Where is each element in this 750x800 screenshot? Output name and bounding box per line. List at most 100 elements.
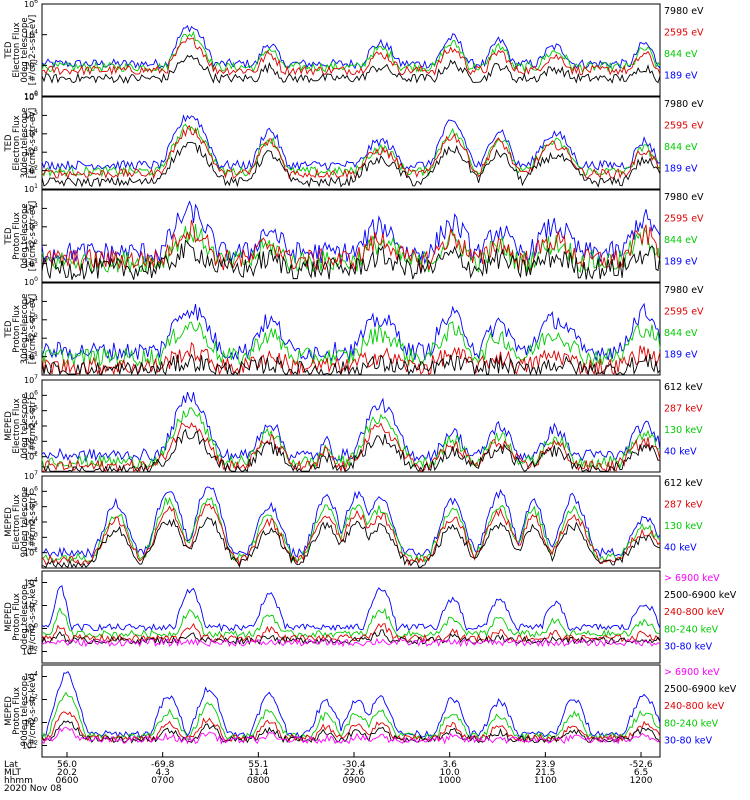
- y-tick-label: 103: [24, 435, 38, 446]
- x-tick-label: 21.5: [535, 768, 555, 778]
- x-tick-label: 4.3: [156, 768, 170, 778]
- y-tick-label: 106: [24, 0, 38, 9]
- y-tick-label: 104: [24, 128, 38, 139]
- y-axis-label: MEPEDProton Flux90deg telescope[#/cm2-s-…: [4, 674, 38, 749]
- legend-entry: 7980 eV: [664, 285, 704, 296]
- y-tick-label: 102: [24, 451, 38, 462]
- series-black-line: [41, 239, 661, 280]
- panel-5: 102 103 104 105 106 107 MEPEDElectron Flux0deg…: [4, 374, 703, 473]
- y-tick-label: 102: [24, 239, 38, 250]
- y-tick-label: 100: [24, 623, 38, 634]
- x-tick-label: 1100: [534, 776, 557, 786]
- panel-frame: [41, 3, 661, 97]
- y-tick-label: 10-2: [22, 646, 38, 657]
- series-green-line: [41, 321, 661, 368]
- legend-entry: 844 eV: [664, 328, 698, 339]
- y-tick-label: 102: [24, 600, 38, 611]
- x-tick-label: 0700: [151, 776, 174, 786]
- series-red-line: [41, 219, 661, 272]
- legend-entry: 30-80 keV: [664, 735, 713, 746]
- panel-frame: [41, 189, 661, 283]
- y-axis-label: TEDProton Flux0deg telescope[#/cm2-s-str…: [4, 201, 38, 271]
- legend-entry: 2595 eV: [664, 28, 704, 39]
- legend-entry: 40 keV: [664, 447, 697, 458]
- legend-entry: 287 keV: [664, 500, 703, 511]
- x-tick-label: 1200: [630, 776, 653, 786]
- series-blue-line: [41, 486, 661, 559]
- y-axis-label: MEPEDProton Flux0deg telescope[#/cm2-s-s…: [4, 580, 38, 655]
- y-tick-label: 106: [24, 91, 38, 102]
- x-tick-label: 23.9: [535, 760, 555, 770]
- panel-2: 101 102 103 104 105 106 TEDElectron Flux30deg …: [4, 91, 704, 194]
- x-tick-label: 0900: [343, 776, 366, 786]
- legend-entry: 240-800 keV: [664, 607, 725, 618]
- y-axis-label: MEPEDElectron Flux0deg telescope[#/cm2-s…: [4, 393, 38, 458]
- y-tick-label: 105: [24, 405, 38, 416]
- x-tick-label: 1000: [438, 776, 461, 786]
- series-black-line: [41, 428, 661, 473]
- legend-entry: 2595 eV: [664, 121, 704, 132]
- panel-frame: [41, 664, 661, 758]
- series-black-line: [41, 516, 661, 569]
- series-blue-line: [41, 671, 661, 740]
- legend-entry: 844 eV: [664, 235, 698, 246]
- y-axis-label: TEDElectron Flux30deg telescope[#/cm2-s-…: [4, 108, 38, 179]
- y-tick-label: 100: [24, 717, 38, 728]
- y-tick-label: 103: [24, 221, 38, 232]
- x-tick-label: 0800: [247, 776, 270, 786]
- series-red-line: [41, 37, 661, 76]
- legend-entry: 240-800 keV: [664, 701, 725, 712]
- x-row-label: hhmm: [4, 776, 33, 786]
- x-tick-label: 22.6: [344, 768, 364, 778]
- y-axis-label: MEPEDElectron Flux90deg telescope[#/cm2-…: [4, 487, 38, 558]
- x-row-label: Lat: [4, 760, 19, 770]
- legend-entry: 130 keV: [664, 521, 703, 532]
- legend-entry: 7980 eV: [664, 99, 704, 110]
- y-tick-label: 100: [24, 90, 38, 101]
- panel-frame: [41, 282, 661, 376]
- legend-entry: 80-240 keV: [664, 624, 719, 635]
- y-tick-label: 103: [24, 146, 38, 157]
- series-green-line: [41, 691, 661, 741]
- legend-entry: 2595 eV: [664, 214, 704, 225]
- legend-entry: 80-240 keV: [664, 718, 719, 729]
- y-tick-label: 105: [24, 109, 38, 120]
- legend-entry: 189 eV: [664, 257, 698, 268]
- x-tick-label: -30.4: [342, 760, 366, 770]
- series-black-line: [41, 353, 661, 376]
- date-label: 2020 Nov 08: [4, 784, 62, 794]
- series-red-line: [41, 503, 661, 567]
- series-blue-line: [41, 200, 661, 266]
- legend-entry: 130 keV: [664, 425, 703, 436]
- series-black-line: [41, 629, 661, 646]
- y-tick-label: 104: [24, 420, 38, 431]
- y-tick-label: 10-2: [22, 740, 38, 751]
- y-tick-label: 102: [24, 165, 38, 176]
- y-axis-label: TEDElectron Flux0deg telescope[#/cm2-s-s…: [4, 15, 38, 85]
- y-tick-label: 104: [24, 29, 38, 40]
- y-tick-label: 101: [24, 258, 38, 269]
- y-tick-label: 104: [24, 295, 38, 306]
- series-black-line: [41, 141, 661, 188]
- legend-entry: 2595 eV: [664, 307, 704, 318]
- x-tick-label: 20.2: [57, 768, 77, 778]
- y-tick-label: 102: [24, 59, 38, 70]
- x-tick-label: 0600: [56, 776, 79, 786]
- legend-entry: 189 eV: [664, 71, 698, 82]
- x-tick-label: 10.0: [440, 768, 460, 778]
- y-tick-label: 101: [24, 351, 38, 362]
- y-tick-label: 103: [24, 531, 38, 542]
- series-red-line: [41, 622, 661, 643]
- series-blue-line: [41, 585, 661, 633]
- legend-entry: 7980 eV: [664, 192, 704, 203]
- legend-entry: 844 eV: [664, 49, 698, 60]
- legend-entry: 2500-6900 keV: [664, 590, 737, 601]
- panel-frame: [41, 570, 661, 664]
- x-tick-label: 6.5: [634, 768, 648, 778]
- x-tick-label: -69.8: [151, 760, 175, 770]
- legend-entry: > 6900 keV: [664, 573, 720, 584]
- legend-entry: 40 keV: [664, 543, 697, 554]
